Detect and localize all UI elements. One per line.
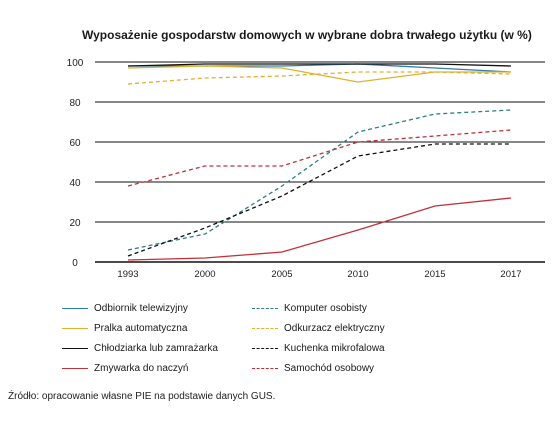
x-tick-label: 2005: [271, 269, 292, 280]
legend-label: Samochód osobowy: [284, 363, 375, 374]
legend-label: Chłodziarka lub zamrażarka: [94, 343, 218, 354]
legend-item: Chłodziarka lub zamrażarka: [62, 343, 218, 354]
x-tick-label: 1993: [117, 269, 138, 280]
chart-title: Wyposażenie gospodarstw domowych w wybra…: [82, 28, 532, 42]
legend-item: Zmywarka do naczyń: [62, 363, 188, 374]
series-line-5: [127, 143, 511, 257]
series-line-4: [127, 63, 512, 67]
legend-swatch: [62, 368, 88, 369]
legend-label: Kuchenka mikrofalowa: [284, 343, 385, 354]
y-tick-label: 40: [69, 178, 81, 189]
series-line-2: [127, 65, 511, 83]
series-line-0: [128, 63, 512, 73]
x-tick-label: 2000: [194, 269, 215, 280]
y-tick-label: 100: [67, 58, 84, 69]
y-tick-label: 60: [69, 138, 81, 149]
legend-label: Zmywarka do naczyń: [94, 363, 189, 374]
legend-item: Kuchenka mikrofalowa: [252, 343, 385, 354]
series-line-7: [127, 129, 512, 187]
legend-item: Pralka automatyczna: [62, 323, 187, 334]
legend-label: Komputer osobisty: [284, 303, 367, 314]
legend-item: Samochód osobowy: [252, 363, 374, 374]
series-line-1: [127, 109, 512, 251]
y-tick-label: 80: [69, 98, 81, 109]
legend-label: Odkurzacz elektryczny: [284, 323, 385, 334]
legend-swatch: [62, 308, 88, 309]
y-tick-label: 20: [69, 218, 81, 229]
x-tick-label: 2015: [424, 269, 445, 280]
x-tick-label: 2017: [500, 269, 521, 280]
legend-item: Odbiornik telewizyjny: [62, 303, 188, 314]
series-line-3: [127, 71, 512, 85]
legend-label: Pralka automatyczna: [94, 323, 188, 334]
legend-swatch: [252, 348, 278, 349]
source-note: Źródło: opracowanie własne PIE na podsta…: [8, 391, 276, 402]
x-tick-label: 2010: [347, 269, 368, 280]
legend-swatch: [62, 348, 88, 349]
legend-swatch: [62, 328, 88, 329]
legend-swatch: [252, 368, 278, 369]
legend-swatch: [252, 328, 278, 329]
series-line-6: [127, 197, 512, 261]
legend-label: Odbiornik telewizyjny: [94, 303, 188, 314]
legend-item: Odkurzacz elektryczny: [252, 323, 385, 334]
y-tick-label: 0: [72, 258, 78, 269]
legend-item: Komputer osobisty: [252, 303, 367, 314]
legend-swatch: [252, 308, 278, 309]
